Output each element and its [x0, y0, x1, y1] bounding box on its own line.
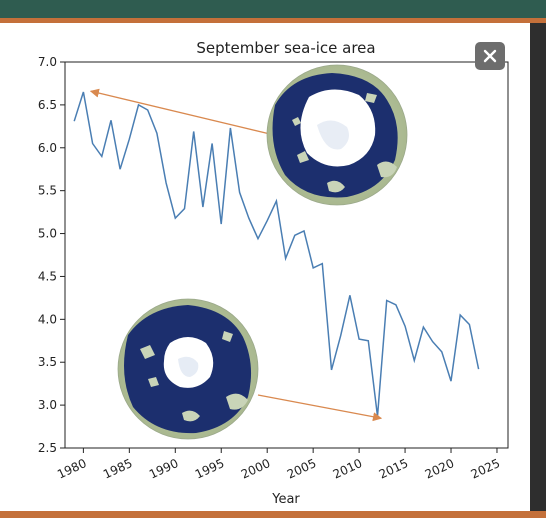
x-tick-label: 2000	[239, 456, 273, 482]
x-tick-label: 1985	[101, 456, 135, 482]
y-axis: 2.5 3.0 3.5 4.0 4.5 5.0 5.5 6.0 6.5 7.0	[38, 55, 65, 455]
y-tick-label: 3.0	[38, 398, 57, 412]
close-icon	[483, 49, 497, 63]
y-tick-label: 5.5	[38, 184, 57, 198]
x-axis-label: Year	[271, 492, 300, 507]
close-button[interactable]	[475, 42, 505, 70]
y-tick-label: 2.5	[38, 441, 57, 455]
top-accent-stripe	[0, 18, 546, 23]
sea-ice-chart: September sea-ice area 2.5 3.0 3.5 4.0 4.5 5.…	[38, 39, 509, 507]
upper-globe	[266, 64, 408, 206]
y-tick-label: 7.0	[38, 55, 57, 69]
x-tick-label: 2020	[423, 456, 457, 482]
y-tick-label: 6.5	[38, 98, 57, 112]
x-tick-label: 1980	[55, 456, 89, 482]
series-line	[73, 91, 480, 417]
y-tick-label: 6.0	[38, 141, 57, 155]
chart-card: September sea-ice area 2.5 3.0 3.5 4.0 4.5 5.…	[0, 23, 530, 511]
x-tick-label: 2015	[377, 456, 411, 482]
x-tick-label: 2005	[285, 456, 319, 482]
x-tick-label: 1995	[193, 456, 227, 482]
y-tick-label: 3.5	[38, 355, 57, 369]
x-tick-label: 2010	[331, 456, 365, 482]
x-tick-label: 2025	[469, 456, 503, 482]
y-tick-label: 4.0	[38, 312, 57, 326]
annotation-arrow-high	[89, 88, 271, 135]
chart-title: September sea-ice area	[196, 39, 375, 57]
x-axis: 1980 1985 1990 1995 2000 2005 2010 2015 2020 2025	[55, 448, 502, 482]
window-top-bar	[0, 0, 546, 18]
y-tick-label: 4.5	[38, 269, 57, 283]
y-tick-label: 5.0	[38, 227, 57, 241]
x-tick-label: 1990	[147, 456, 181, 482]
lower-globe	[117, 298, 259, 440]
bottom-accent-stripe	[0, 511, 546, 518]
annotation-arrow-low	[257, 394, 383, 422]
